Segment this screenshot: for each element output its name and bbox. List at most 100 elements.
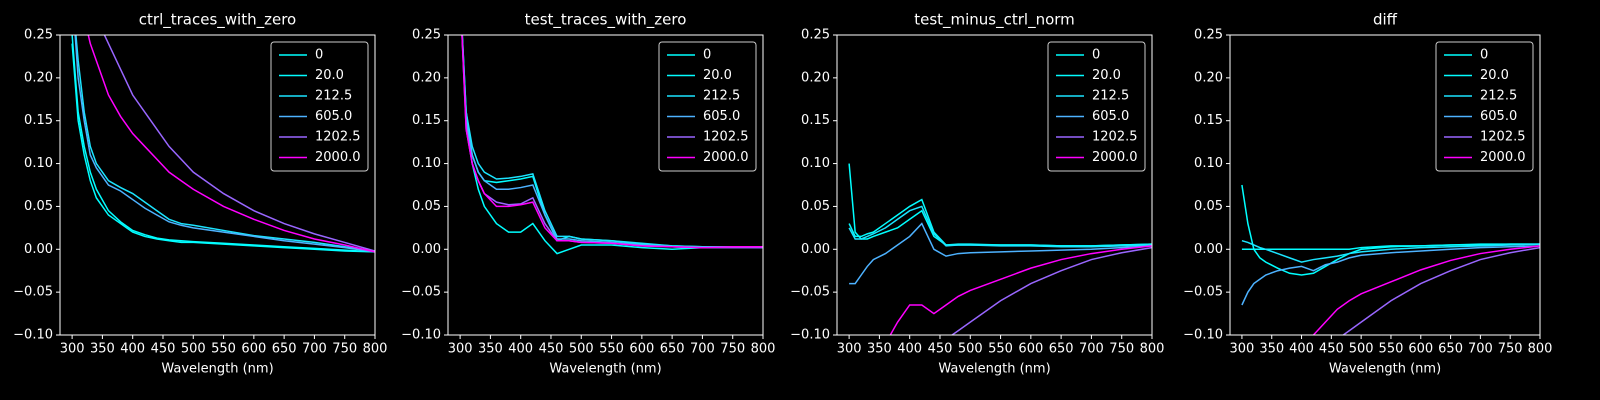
legend-label: 0 bbox=[315, 48, 323, 63]
data-line bbox=[71, 35, 375, 253]
x-tick-label: 550 bbox=[988, 342, 1013, 357]
data-line bbox=[1341, 246, 1540, 335]
x-tick-label: 350 bbox=[867, 342, 892, 357]
legend-label: 212.5 bbox=[1092, 89, 1129, 104]
legend-label: 2000.0 bbox=[1092, 150, 1138, 165]
data-line bbox=[461, 35, 763, 255]
legend-label: 2000.0 bbox=[315, 150, 361, 165]
x-tick-label: 650 bbox=[660, 342, 685, 357]
x-tick-label: 300 bbox=[837, 342, 862, 357]
x-tick-label: 400 bbox=[508, 342, 533, 357]
x-tick-label: 300 bbox=[1230, 342, 1255, 357]
x-tick-label: 500 bbox=[181, 342, 206, 357]
subplot: diff Wavelength (nm) −0.10 −0.05 0.00 0.05 0.1… bbox=[1183, 11, 1552, 377]
data-line bbox=[848, 163, 1152, 247]
y-tick-label: 0.10 bbox=[1194, 156, 1223, 171]
legend-label: 212.5 bbox=[1480, 89, 1517, 104]
y-tick-label: 0.25 bbox=[24, 28, 53, 43]
y-tick-label: −0.05 bbox=[13, 285, 53, 300]
y-tick-label: −0.10 bbox=[401, 328, 441, 343]
legend-box bbox=[1047, 41, 1146, 172]
x-tick-label: 650 bbox=[272, 342, 297, 357]
y-tick-label: 0.00 bbox=[24, 242, 53, 257]
x-tick-label: 400 bbox=[1289, 342, 1314, 357]
data-line bbox=[849, 222, 1152, 285]
data-line bbox=[87, 35, 375, 253]
plot-lines bbox=[461, 35, 763, 255]
x-tick-label: 300 bbox=[448, 342, 473, 357]
x-tick-label: 750 bbox=[1498, 342, 1523, 357]
y-tick-label: 0.15 bbox=[1194, 113, 1223, 128]
legend-label: 1202.5 bbox=[703, 130, 749, 145]
x-tick-label: 700 bbox=[302, 342, 327, 357]
legend-label: 0 bbox=[1480, 48, 1488, 63]
legend-label: 605.0 bbox=[1480, 109, 1517, 124]
x-tick-label: 600 bbox=[1018, 342, 1043, 357]
y-tick-label: 0.10 bbox=[801, 156, 830, 171]
y-tick-label: 0.05 bbox=[24, 199, 53, 214]
data-line bbox=[848, 198, 1152, 247]
x-tick-label: 750 bbox=[720, 342, 745, 357]
data-line bbox=[1241, 239, 1540, 263]
data-line bbox=[461, 35, 763, 248]
x-axis-label: Wavelength (nm) bbox=[549, 362, 661, 377]
x-tick-label: 300 bbox=[60, 342, 85, 357]
x-tick-label: 500 bbox=[569, 342, 594, 357]
legend-label: 20.0 bbox=[703, 68, 732, 83]
x-tick-label: 700 bbox=[1468, 342, 1493, 357]
y-tick-label: −0.10 bbox=[1183, 328, 1223, 343]
x-tick-label: 350 bbox=[90, 342, 115, 357]
x-axis-label: Wavelength (nm) bbox=[1329, 362, 1441, 377]
legend-label: 0 bbox=[1092, 48, 1100, 63]
data-line bbox=[103, 35, 375, 252]
data-line bbox=[71, 43, 375, 253]
subplot: ctrl_traces_with_zero Wavelength (nm) −0.1… bbox=[13, 11, 387, 377]
data-line bbox=[1312, 245, 1540, 335]
data-line bbox=[848, 205, 1152, 248]
x-tick-label: 550 bbox=[599, 342, 624, 357]
chart-title: test_traces_with_zero bbox=[525, 11, 687, 30]
legend-label: 212.5 bbox=[703, 89, 740, 104]
x-tick-label: 500 bbox=[1349, 342, 1374, 357]
y-tick-label: 0.20 bbox=[412, 70, 441, 85]
x-tick-label: 450 bbox=[539, 342, 564, 357]
x-tick-label: 750 bbox=[1109, 342, 1134, 357]
axes-frame bbox=[59, 34, 376, 336]
plot-lines bbox=[1241, 184, 1540, 335]
legend-box bbox=[658, 41, 757, 172]
data-line bbox=[1241, 243, 1540, 251]
x-tick-label: 600 bbox=[1408, 342, 1433, 357]
y-tick-label: 0.10 bbox=[412, 156, 441, 171]
legend: 0 20.0 212.5 605.0 1202.5 2000.0 bbox=[658, 41, 757, 172]
y-tick-label: −0.05 bbox=[401, 285, 441, 300]
data-line bbox=[950, 246, 1152, 335]
x-axis-label: Wavelength (nm) bbox=[161, 362, 273, 377]
legend-box bbox=[1435, 41, 1534, 172]
subplot: test_minus_ctrl_norm Wavelength (nm) −0.10… bbox=[790, 11, 1164, 377]
x-tick-label: 400 bbox=[120, 342, 145, 357]
subplot: test_traces_with_zero Wavelength (nm) −0.1… bbox=[401, 11, 776, 377]
axes-frame bbox=[836, 34, 1153, 336]
x-tick-label: 550 bbox=[211, 342, 236, 357]
legend-label: 605.0 bbox=[1092, 109, 1129, 124]
x-tick-label: 400 bbox=[897, 342, 922, 357]
data-line bbox=[74, 35, 375, 253]
y-tick-label: 0.05 bbox=[801, 199, 830, 214]
y-tick-label: 0.20 bbox=[24, 70, 53, 85]
y-tick-label: 0.00 bbox=[801, 242, 830, 257]
y-tick-label: −0.05 bbox=[790, 285, 830, 300]
x-tick-label: 800 bbox=[751, 342, 776, 357]
x-tick-label: 700 bbox=[1079, 342, 1104, 357]
x-tick-label: 750 bbox=[332, 342, 357, 357]
x-tick-label: 600 bbox=[241, 342, 266, 357]
x-tick-label: 500 bbox=[958, 342, 983, 357]
y-tick-label: −0.10 bbox=[13, 328, 53, 343]
data-line bbox=[461, 35, 763, 249]
legend-label: 0 bbox=[703, 48, 711, 63]
legend-label: 2000.0 bbox=[703, 150, 749, 165]
y-tick-label: 0.05 bbox=[1194, 199, 1223, 214]
legend-label: 20.0 bbox=[1480, 68, 1509, 83]
y-tick-label: 0.10 bbox=[24, 156, 53, 171]
y-tick-label: −0.10 bbox=[790, 328, 830, 343]
chart-title: ctrl_traces_with_zero bbox=[139, 11, 296, 30]
